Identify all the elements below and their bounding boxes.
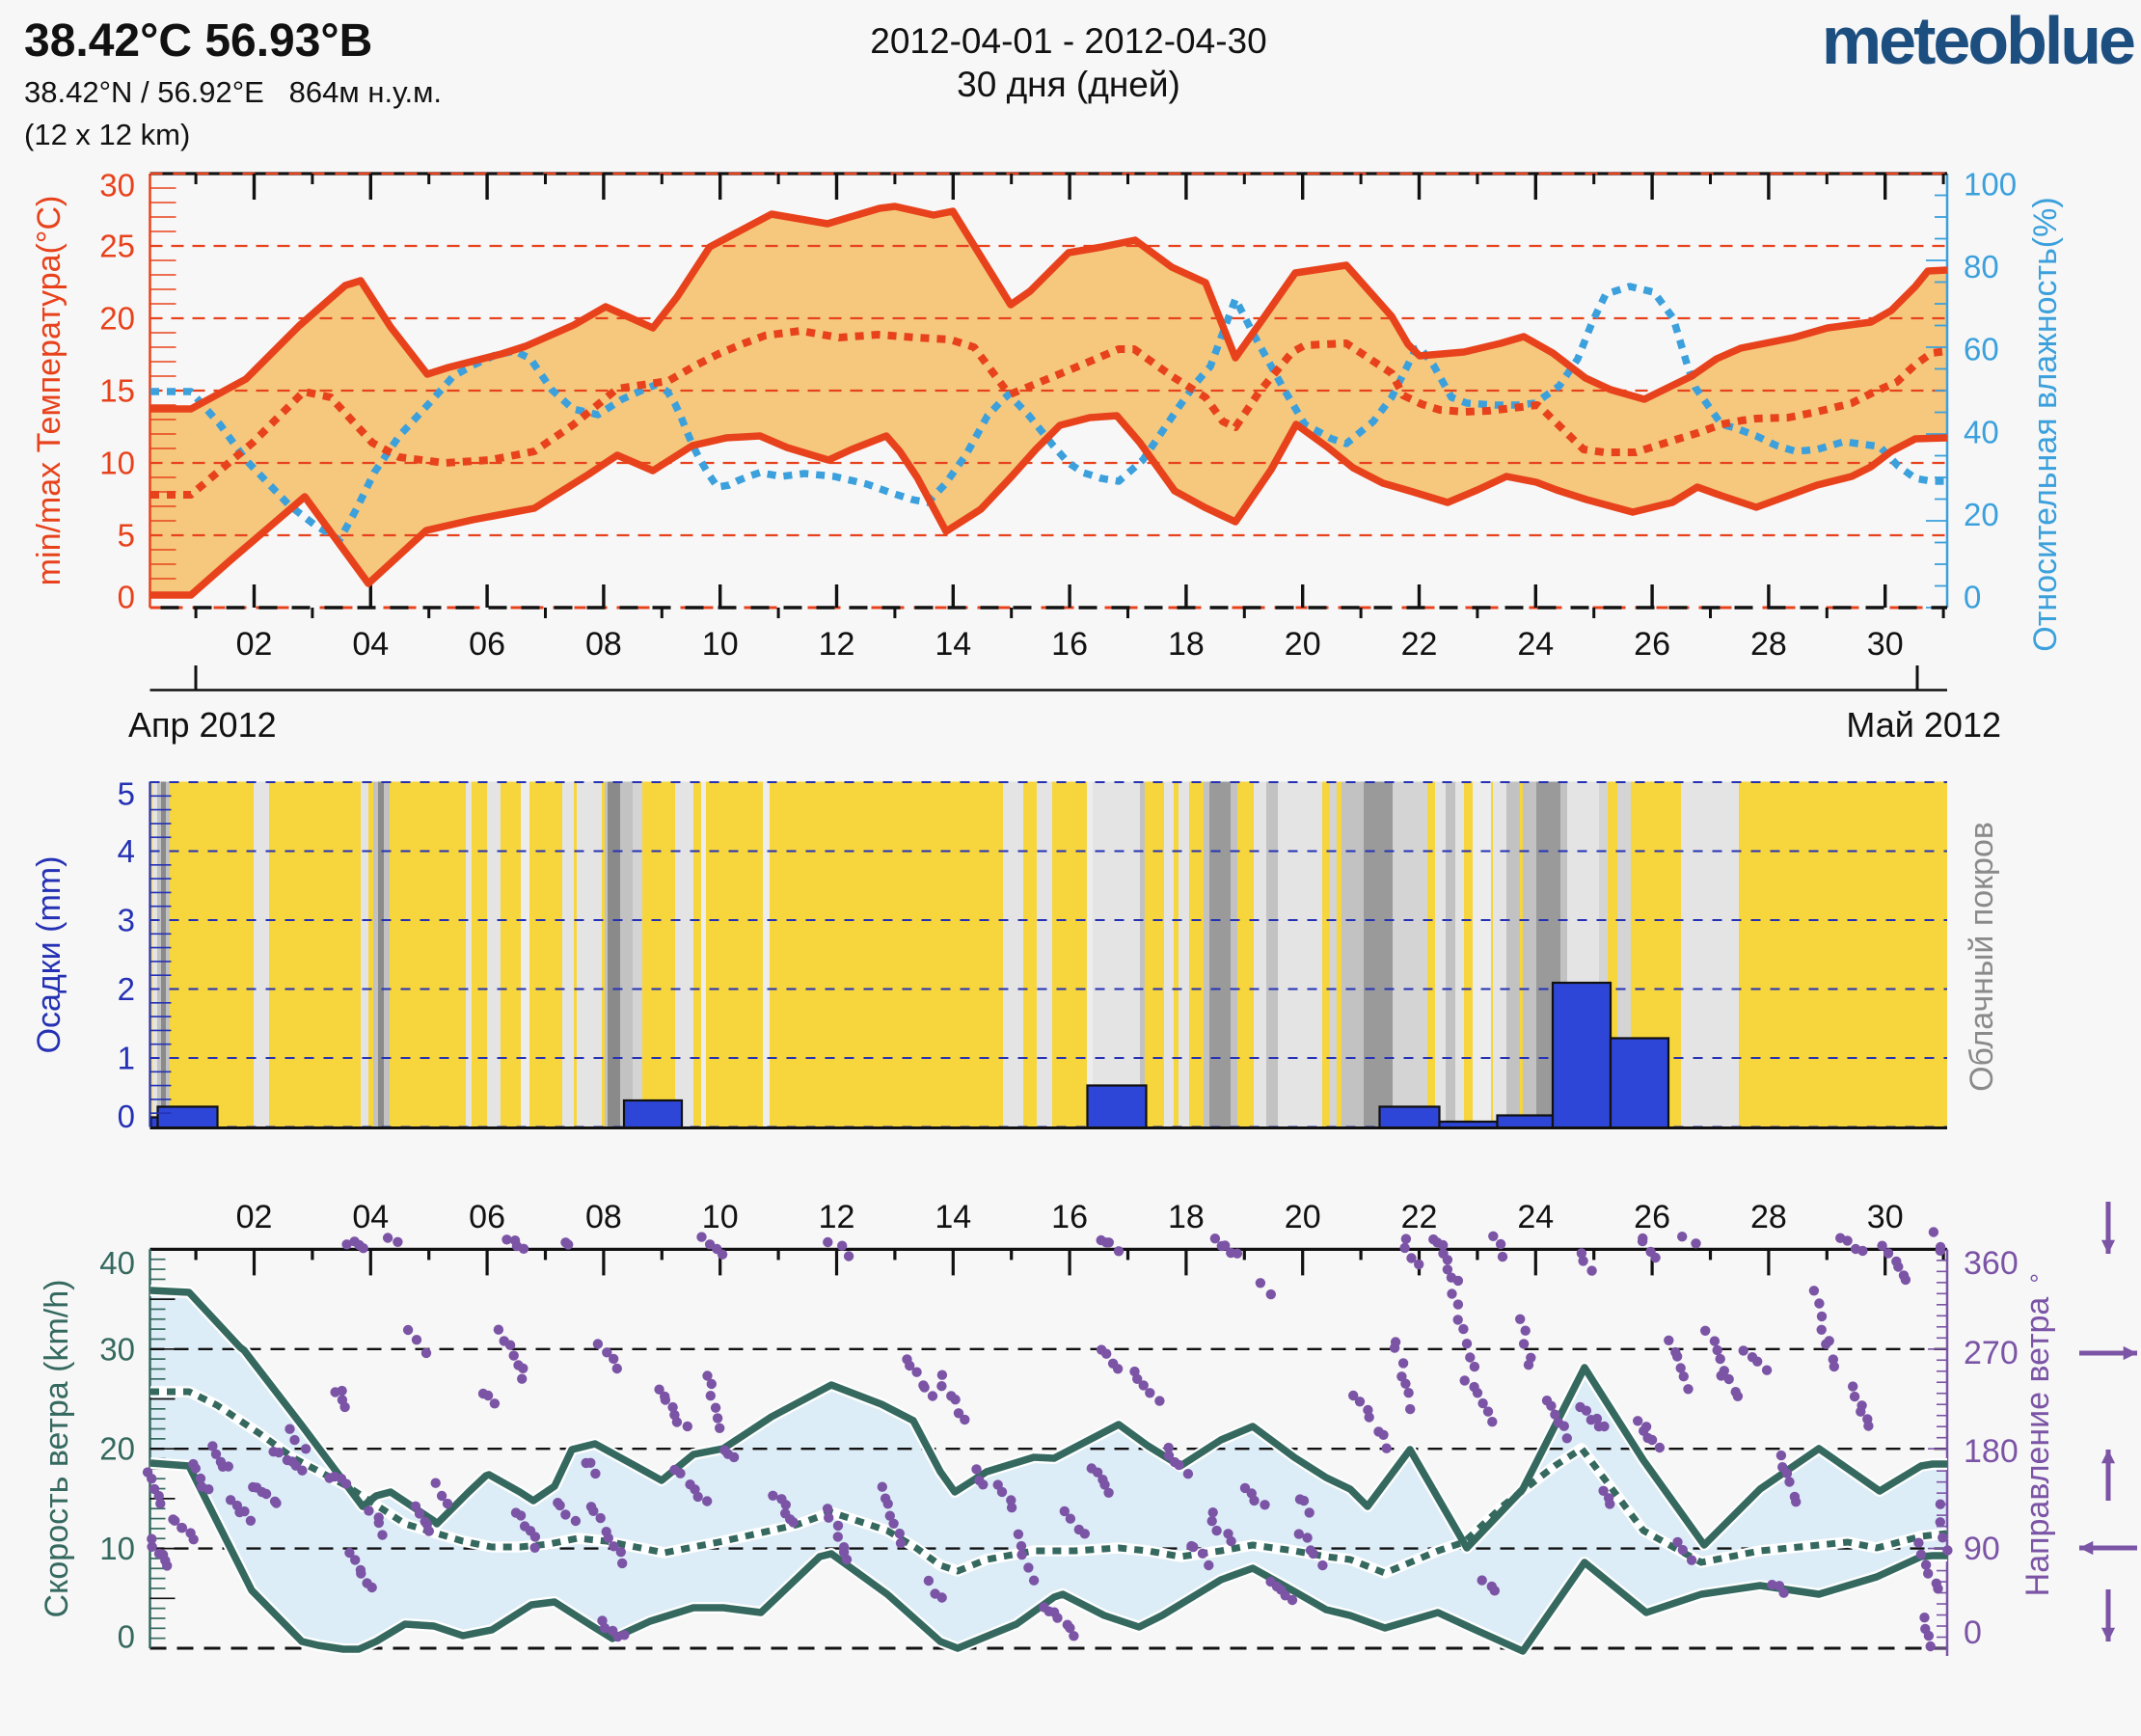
svg-text:4: 4 (118, 833, 135, 869)
svg-text:2012-04-01 - 2012-04-30: 2012-04-01 - 2012-04-30 (870, 21, 1266, 61)
svg-text:80: 80 (1964, 249, 1999, 285)
svg-text:Скорость ветра (km/h): Скорость ветра (km/h) (39, 1280, 75, 1618)
svg-text:30 дня (дней): 30 дня (дней) (957, 65, 1180, 104)
svg-text:14: 14 (935, 1199, 971, 1235)
svg-text:Относительная влажность(%): Относительная влажность(%) (2027, 197, 2064, 651)
svg-text:0: 0 (1964, 1614, 1982, 1651)
svg-text:5: 5 (118, 518, 135, 554)
svg-text:12: 12 (819, 626, 855, 663)
svg-text:14: 14 (935, 626, 971, 663)
svg-text:18: 18 (1168, 626, 1205, 663)
svg-text:06: 06 (469, 1199, 505, 1235)
svg-text:1: 1 (118, 1041, 135, 1076)
svg-text:60: 60 (1964, 332, 1999, 367)
svg-text:08: 08 (585, 626, 622, 663)
svg-text:180: 180 (1964, 1433, 2019, 1470)
svg-text:08: 08 (585, 1199, 622, 1235)
svg-text:12: 12 (819, 1199, 855, 1235)
svg-text:Облачный покров: Облачный покров (1964, 822, 2000, 1092)
svg-text:30: 30 (99, 168, 135, 203)
svg-text:10: 10 (702, 1199, 739, 1235)
svg-text:20: 20 (1964, 497, 1999, 532)
svg-text:04: 04 (352, 626, 389, 663)
svg-text:38.42°N / 56.92°E 864м н.у.м: 38.42°N / 56.92°E 864м н.у.м. (24, 75, 442, 109)
svg-text:24: 24 (1517, 626, 1554, 663)
svg-text:40: 40 (1964, 414, 1999, 449)
svg-text:5: 5 (118, 776, 135, 812)
svg-text:0: 0 (118, 580, 135, 615)
svg-text:40: 40 (99, 1245, 135, 1281)
svg-text:02: 02 (236, 626, 273, 663)
svg-text:24: 24 (1517, 1199, 1554, 1235)
svg-text:360: 360 (1964, 1245, 2019, 1282)
svg-text:28: 28 (1750, 1199, 1787, 1235)
svg-text:Осадки (mm): Осадки (mm) (31, 856, 68, 1054)
svg-text:18: 18 (1168, 1199, 1205, 1235)
svg-text:min/max Температура(°C): min/max Температура(°C) (31, 196, 68, 586)
svg-text:3: 3 (118, 903, 135, 938)
svg-text:22: 22 (1401, 626, 1438, 663)
svg-text:0: 0 (1964, 580, 1981, 615)
svg-text:16: 16 (1051, 1199, 1088, 1235)
svg-text:15: 15 (99, 373, 135, 409)
svg-text:04: 04 (352, 1199, 389, 1235)
svg-text:270: 270 (1964, 1335, 2019, 1371)
svg-text:90: 90 (1964, 1531, 2000, 1567)
svg-text:28: 28 (1750, 626, 1787, 663)
svg-text:30: 30 (1867, 1199, 1904, 1235)
svg-text:°: ° (2029, 1269, 2039, 1298)
svg-text:100: 100 (1964, 167, 2017, 203)
svg-text:20: 20 (99, 1431, 135, 1467)
svg-text:(12 x 12 km): (12 x 12 km) (24, 118, 190, 151)
svg-text:Май 2012: Май 2012 (1846, 705, 2001, 745)
svg-text:02: 02 (236, 1199, 273, 1235)
svg-text:2: 2 (118, 971, 135, 1007)
svg-text:20: 20 (1285, 626, 1321, 663)
svg-text:25: 25 (99, 229, 135, 264)
svg-text:10: 10 (702, 626, 739, 663)
svg-text:0: 0 (118, 1099, 135, 1134)
svg-text:Апр 2012: Апр 2012 (128, 705, 277, 745)
svg-text:10: 10 (99, 446, 135, 481)
svg-text:10: 10 (99, 1531, 135, 1566)
svg-text:20: 20 (1285, 1199, 1321, 1235)
svg-text:Направление ветра: Направление ветра (2019, 1297, 2056, 1597)
svg-text:30: 30 (99, 1331, 135, 1367)
svg-text:16: 16 (1051, 626, 1088, 663)
svg-text:26: 26 (1634, 626, 1670, 663)
svg-text:30: 30 (1867, 626, 1904, 663)
svg-text:38.42°C 56.93°B: 38.42°C 56.93°B (24, 15, 372, 67)
svg-text:0: 0 (118, 1619, 135, 1655)
svg-text:26: 26 (1634, 1199, 1670, 1235)
svg-text:meteoblue: meteoblue (1822, 3, 2134, 78)
svg-text:06: 06 (469, 626, 505, 663)
svg-text:22: 22 (1401, 1199, 1438, 1235)
svg-text:20: 20 (99, 301, 135, 337)
